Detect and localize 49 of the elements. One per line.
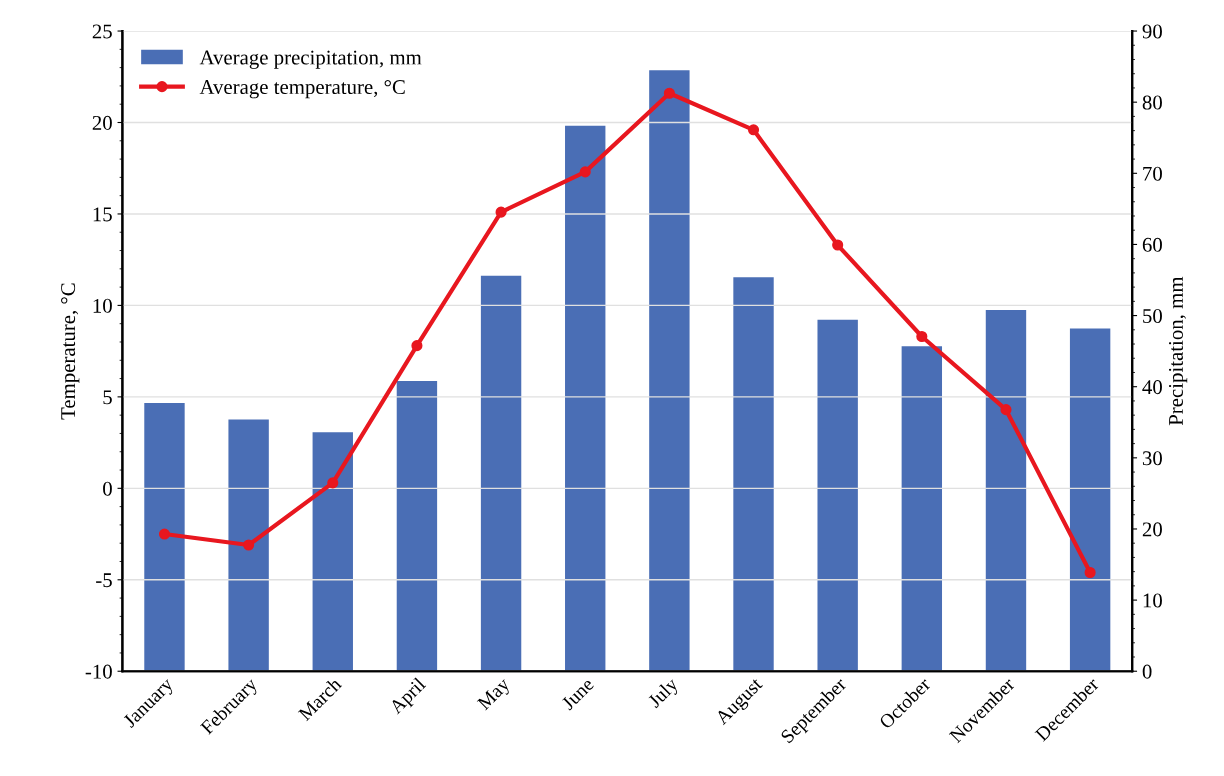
point <box>747 124 760 136</box>
y2-tick-label: 90 <box>1142 24 1162 39</box>
y2-tick-label: 0 <box>1142 664 1152 679</box>
y-tick-label: 10 <box>93 298 112 313</box>
x-tick-label: June <box>560 677 595 711</box>
point <box>579 166 591 178</box>
x-tick-label: July <box>646 676 682 712</box>
y-tick-label: 25 <box>92 24 112 39</box>
legend-label: Average precipitation, mm <box>199 50 422 69</box>
point <box>1000 404 1012 416</box>
y2-tick-label: 10 <box>1143 593 1162 608</box>
bar <box>396 381 438 672</box>
x-tick-label: May <box>476 676 514 714</box>
legend-label: Average temperature, °C <box>199 80 405 99</box>
bar <box>1069 328 1111 672</box>
point <box>411 340 423 352</box>
y2-tick-label: 50 <box>1143 308 1162 324</box>
bar <box>565 125 606 672</box>
point <box>663 87 675 99</box>
y-tick-label: 20 <box>92 115 112 130</box>
point <box>243 539 255 551</box>
bar <box>901 346 943 672</box>
y2-tick-label: 40 <box>1142 380 1162 395</box>
bar <box>985 309 1027 672</box>
y2-tick-label: 20 <box>1142 522 1162 537</box>
y-tick-label: 0 <box>103 481 112 496</box>
y-tick-label: -5 <box>96 573 112 588</box>
y-tick-label: -10 <box>85 664 112 679</box>
bar <box>144 403 185 672</box>
y2-tick-label: 60 <box>1142 237 1162 252</box>
bar <box>649 70 690 672</box>
bar <box>480 275 522 672</box>
point <box>916 330 928 343</box>
y2-tick-label: 80 <box>1142 95 1162 110</box>
point <box>158 528 171 540</box>
point <box>327 477 339 489</box>
y2-tick-label: 30 <box>1142 451 1162 466</box>
y2-axis-title: Precipitation, mm <box>1168 276 1188 426</box>
point <box>832 239 844 251</box>
bar <box>817 319 858 672</box>
y-tick-label: 15 <box>93 207 112 222</box>
y-axis-title: Temperature, °C <box>61 283 80 420</box>
bar <box>228 419 269 672</box>
y-tick-label: 5 <box>103 390 112 405</box>
point <box>1084 566 1096 579</box>
bar <box>733 277 774 672</box>
y2-tick-label: 70 <box>1143 166 1162 181</box>
point <box>495 206 507 218</box>
bar <box>312 432 353 672</box>
